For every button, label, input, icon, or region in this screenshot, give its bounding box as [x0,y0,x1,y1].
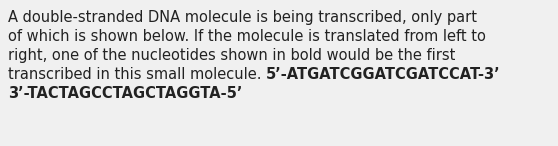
Text: 3’-TACTAGCCTAGCTAGGTA-5’: 3’-TACTAGCCTAGCTAGGTA-5’ [8,86,242,101]
Text: of which is shown below. If the molecule is translated from left to: of which is shown below. If the molecule… [8,29,486,44]
Text: 5’-ATGATCGGATCGATCCAT-3’: 5’-ATGATCGGATCGATCCAT-3’ [266,67,501,82]
Text: A double-stranded DNA molecule is being transcribed, only part: A double-stranded DNA molecule is being … [8,10,477,25]
Text: right, one of the nucleotides shown in bold would be the first: right, one of the nucleotides shown in b… [8,48,455,63]
Text: transcribed in this small molecule.: transcribed in this small molecule. [8,67,266,82]
